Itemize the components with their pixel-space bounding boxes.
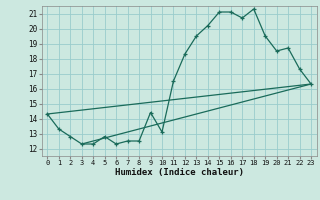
X-axis label: Humidex (Indice chaleur): Humidex (Indice chaleur)	[115, 168, 244, 177]
